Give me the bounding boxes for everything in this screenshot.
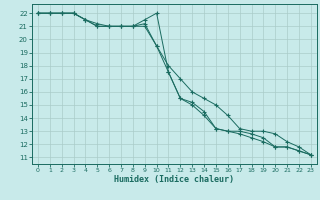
X-axis label: Humidex (Indice chaleur): Humidex (Indice chaleur): [115, 175, 234, 184]
